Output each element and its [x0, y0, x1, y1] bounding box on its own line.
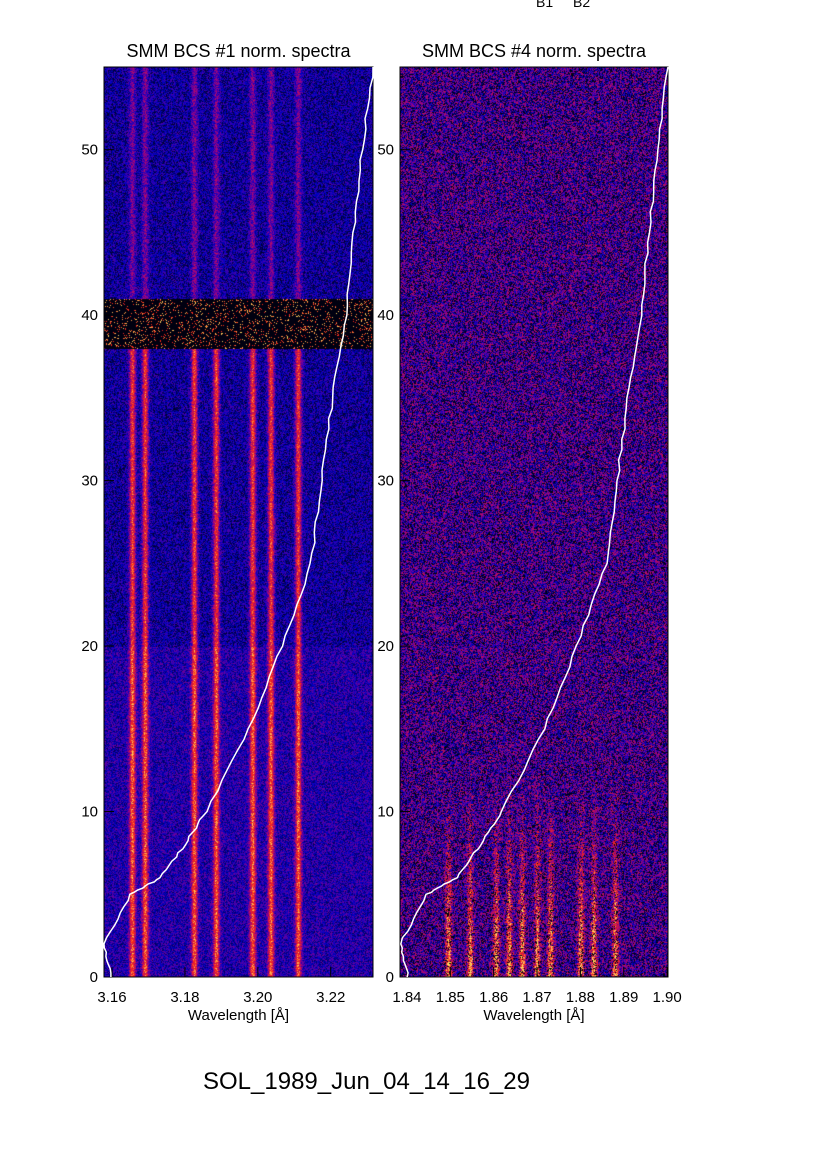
- x-tick-label: 1.86: [479, 989, 508, 1006]
- y-tick-label: 10: [377, 804, 394, 821]
- heatmap-bcs4: [400, 67, 668, 977]
- y-tick-label: 0: [90, 969, 98, 986]
- y-tick-label: 30: [377, 473, 394, 490]
- plot-frame-2: [399, 66, 669, 978]
- y-tick-label: 10: [81, 804, 98, 821]
- x-tick-label: 1.88: [566, 989, 595, 1006]
- light-curve-2: [400, 66, 669, 978]
- x-tick-label: 1.90: [653, 989, 682, 1006]
- y-tick-label: 0: [386, 969, 394, 986]
- y-tick-label: 40: [377, 307, 394, 324]
- plot-title-1: SMM BCS #1 norm. spectra: [126, 41, 351, 61]
- x-tick-label: 1.87: [522, 989, 551, 1006]
- header-label-b2: B2: [573, 0, 591, 10]
- x-axis-label-2: Wavelength [Å]: [483, 1007, 584, 1024]
- y-tick-label: 50: [81, 142, 98, 159]
- plot-frame-1: [103, 66, 374, 978]
- y-tick-label: 40: [81, 307, 98, 324]
- x-tick-label: 1.89: [609, 989, 638, 1006]
- x-axis-label-1: Wavelength [Å]: [188, 1007, 289, 1024]
- light-curve-1: [103, 66, 374, 977]
- plot-title-2: SMM BCS #4 norm. spectra: [422, 41, 647, 61]
- y-tick-label: 30: [81, 473, 98, 490]
- y-tick-label: 20: [81, 638, 98, 655]
- x-tick-label: 1.84: [392, 989, 421, 1006]
- y-tick-label: 50: [377, 142, 394, 159]
- x-tick-label: 3.22: [316, 989, 345, 1006]
- x-tick-label: 3.16: [97, 989, 126, 1006]
- y-tick-label: 20: [377, 638, 394, 655]
- header-label-b1: B1: [536, 0, 554, 10]
- x-tick-label: 3.20: [243, 989, 272, 1006]
- event-id-footer: SOL_1989_Jun_04_14_16_29: [203, 1068, 530, 1095]
- x-tick-label: 3.18: [170, 989, 199, 1006]
- x-tick-label: 1.85: [436, 989, 465, 1006]
- heatmap-bcs1: [104, 67, 373, 977]
